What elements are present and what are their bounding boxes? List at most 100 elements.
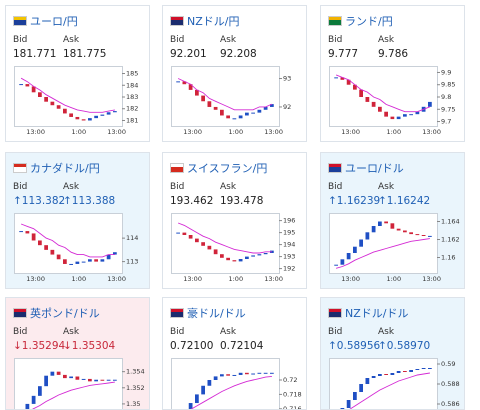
y-tick-label: 195 xyxy=(283,229,295,237)
rate-card: ユーロ/ドル Bid Ask ↑1.16239 ↑1.16242 1.16 1.162 1.1… xyxy=(320,152,465,289)
candle xyxy=(201,95,205,102)
candle xyxy=(201,242,205,246)
moving-average xyxy=(20,77,115,113)
candle xyxy=(340,408,345,409)
ask-label: Ask xyxy=(63,35,80,45)
candle xyxy=(38,240,42,246)
candle xyxy=(238,115,243,119)
rate-card: NZドル/ドル Bid Ask ↑0.58956 ↑0.58970 0.586 0.588 0… xyxy=(320,297,465,410)
y-tick-label: 9.8 xyxy=(441,93,451,101)
candle xyxy=(346,253,351,260)
candle xyxy=(409,232,413,235)
candle xyxy=(38,386,42,396)
candle xyxy=(19,231,23,233)
mini-chart: 113 114 13:00 1:00 13:00 xyxy=(14,213,138,283)
y-tick-label: 92 xyxy=(283,103,291,111)
candle xyxy=(421,368,426,369)
candle xyxy=(371,376,376,378)
bid-value: ↑0.58956 xyxy=(328,340,381,352)
bid-label: Bid xyxy=(170,327,185,337)
x-tick-label: 1:00 xyxy=(386,275,401,283)
candle xyxy=(384,374,388,375)
candle xyxy=(396,371,401,373)
x-tick-label: 13:00 xyxy=(26,275,45,283)
rate-card: NZドル/円 Bid Ask 92.201 92.208 92 93 13:00 1:00 13:… xyxy=(162,5,307,142)
candle xyxy=(390,223,395,229)
y-tick-label: 0.59 xyxy=(441,360,455,368)
candle xyxy=(251,112,255,114)
candle xyxy=(31,233,36,241)
plot-frame xyxy=(171,66,280,127)
candle xyxy=(100,259,105,262)
candle xyxy=(378,221,382,226)
candle xyxy=(50,249,55,255)
bid-label: Bid xyxy=(13,182,28,192)
y-tick-label: 1.16 xyxy=(441,254,455,262)
candle xyxy=(359,384,363,392)
y-tick-label: 0.718 xyxy=(283,390,302,398)
candle xyxy=(251,255,255,257)
x-tick-label: 13:00 xyxy=(422,275,441,283)
moving-average xyxy=(335,238,430,269)
ask-label: Ask xyxy=(63,182,80,192)
x-tick-label: 13:00 xyxy=(422,128,441,136)
moving-average xyxy=(177,78,273,111)
candle xyxy=(226,374,230,376)
bid-value: ↑113.382 xyxy=(13,195,66,207)
y-tick-label: 1.162 xyxy=(441,236,460,244)
y-tick-label: 182 xyxy=(126,105,138,113)
candle xyxy=(25,403,30,409)
rate-card: スイスフラン/円 Bid Ask 193.462 193.478 192 193 194 195… xyxy=(162,152,307,289)
candle xyxy=(94,379,98,382)
candle xyxy=(69,263,73,265)
candle xyxy=(346,79,351,85)
ask-label: Ask xyxy=(378,182,395,192)
candle xyxy=(50,371,55,376)
candle xyxy=(238,372,243,375)
candle xyxy=(176,81,180,83)
pair-title: ユーロ/円 xyxy=(30,15,78,28)
x-tick-label: 13:00 xyxy=(264,275,283,283)
x-tick-label: 1:00 xyxy=(228,128,243,136)
candle xyxy=(75,116,80,120)
bid-label: Bid xyxy=(328,182,343,192)
bid-value: 92.201 xyxy=(170,48,207,60)
candle xyxy=(238,259,243,262)
candle xyxy=(100,379,105,381)
mini-chart: 181 182 183 184 185 13:00 1:00 13:00 xyxy=(14,66,138,136)
y-tick-label: 183 xyxy=(126,93,138,101)
candle xyxy=(334,77,338,79)
plot-frame xyxy=(329,358,438,409)
flag-icon xyxy=(328,163,342,173)
candle xyxy=(415,369,420,370)
plot-frame xyxy=(171,213,280,274)
candle xyxy=(346,400,351,408)
candle xyxy=(195,89,199,96)
candle xyxy=(106,254,111,260)
candle xyxy=(403,114,407,117)
ask-value: ↑1.16242 xyxy=(378,195,431,207)
y-tick-label: 9.85 xyxy=(441,81,455,89)
x-tick-label: 1:00 xyxy=(71,128,86,136)
candle xyxy=(88,259,92,262)
moving-average xyxy=(32,381,115,409)
y-tick-label: 1.352 xyxy=(126,384,145,392)
candle xyxy=(56,371,61,375)
moving-average xyxy=(190,375,272,409)
candle xyxy=(245,256,249,259)
candle xyxy=(188,403,193,409)
flag-icon xyxy=(328,16,342,26)
plot-frame xyxy=(14,66,123,127)
candle xyxy=(251,373,255,375)
candle xyxy=(232,260,237,262)
candle xyxy=(63,374,67,379)
candle xyxy=(353,84,357,90)
bid-label: Bid xyxy=(170,35,185,45)
candle xyxy=(213,376,218,380)
y-tick-label: 1.354 xyxy=(126,368,145,376)
rate-card: ユーロ/円 Bid Ask 181.771 181.775 181 182 183 184 185… xyxy=(5,5,150,142)
moving-average xyxy=(177,222,272,254)
candle xyxy=(81,119,86,121)
